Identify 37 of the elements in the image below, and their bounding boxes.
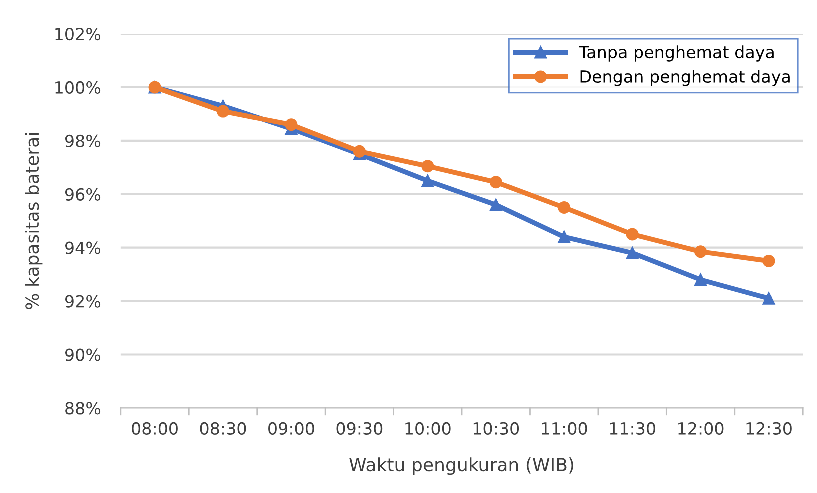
y-tick-label: 94% bbox=[65, 242, 101, 254]
x-tick-label: 11:00 bbox=[542, 422, 588, 435]
y-tick-label: 96% bbox=[65, 188, 101, 201]
legend-label: Dengan penghemat daya bbox=[580, 70, 790, 86]
x-tick-label: 12:00 bbox=[678, 422, 724, 435]
y-tick-label: 100% bbox=[56, 81, 101, 94]
point bbox=[558, 230, 571, 244]
x-tick-label: 09:00 bbox=[268, 422, 314, 435]
y-tick-label: 90% bbox=[65, 348, 101, 362]
point bbox=[762, 254, 776, 268]
y-tick-label: 102% bbox=[56, 28, 101, 41]
y-axis-title: % kapasitas baterai bbox=[25, 134, 43, 310]
point bbox=[353, 145, 366, 158]
point bbox=[558, 201, 571, 214]
legend-label: Tanpa penghemat daya bbox=[579, 46, 774, 62]
point bbox=[490, 176, 502, 189]
point bbox=[762, 292, 776, 305]
y-tick-label: 88% bbox=[66, 402, 101, 415]
point bbox=[694, 274, 708, 286]
point bbox=[422, 174, 434, 188]
point bbox=[216, 105, 230, 118]
x-axis-title: Waktu pengukuran (WIB) bbox=[350, 458, 574, 476]
point bbox=[626, 228, 639, 241]
y-tick-label: 98% bbox=[65, 134, 101, 148]
point bbox=[626, 246, 639, 260]
x-tick-label: 10:30 bbox=[474, 422, 520, 435]
point bbox=[422, 160, 434, 173]
x-tick-label: 12:30 bbox=[746, 422, 792, 435]
point bbox=[694, 246, 708, 258]
y-tick-label: 92% bbox=[65, 295, 101, 308]
x-tick-label: 11:30 bbox=[610, 422, 656, 435]
x-tick-label: 08:00 bbox=[132, 422, 178, 435]
point bbox=[285, 118, 298, 132]
x-tick-label: 09:30 bbox=[336, 422, 383, 435]
x-tick-label: 08:30 bbox=[200, 422, 246, 435]
x-tick-label: 10:00 bbox=[406, 422, 451, 435]
point bbox=[490, 198, 502, 212]
